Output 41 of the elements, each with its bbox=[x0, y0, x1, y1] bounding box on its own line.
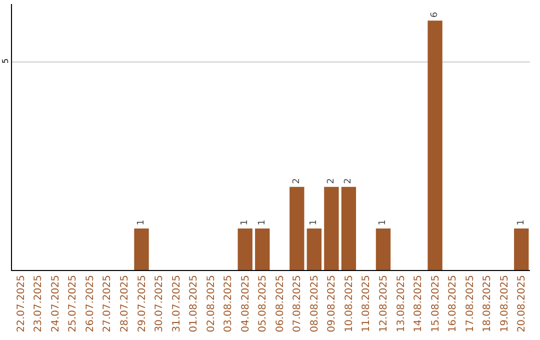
x-tick-label: 04.08.2025 bbox=[240, 275, 252, 332]
x-tick-label: 02.08.2025 bbox=[206, 275, 217, 332]
x-tick-label: 01.08.2025 bbox=[188, 275, 200, 332]
x-tick-label: 27.07.2025 bbox=[102, 275, 114, 332]
x-tick-label: 14.08.2025 bbox=[413, 275, 424, 332]
x-tick-label: 23.07.2025 bbox=[33, 275, 44, 332]
x-tick-label: 08.08.2025 bbox=[309, 275, 320, 332]
x-tick-label: 12.08.2025 bbox=[378, 275, 390, 332]
x-tick-label: 19.08.2025 bbox=[499, 275, 510, 332]
x-tick-label: 15.08.2025 bbox=[430, 275, 442, 332]
data-label: 2 bbox=[344, 178, 354, 184]
x-tick-label: 18.08.2025 bbox=[482, 275, 494, 332]
data-label: 1 bbox=[257, 220, 268, 226]
x-tick-label: 17.08.2025 bbox=[464, 275, 476, 332]
x-tick-label: 29.07.2025 bbox=[136, 275, 148, 332]
x-tick-label: 10.08.2025 bbox=[344, 275, 355, 332]
data-label: 1 bbox=[516, 220, 526, 226]
data-label: 6 bbox=[430, 12, 440, 18]
x-tick-label: 03.08.2025 bbox=[223, 275, 234, 332]
x-tick-label: 30.07.2025 bbox=[154, 275, 166, 332]
x-tick-label: 09.08.2025 bbox=[326, 275, 338, 332]
x-tick-label: 20.08.2025 bbox=[516, 275, 528, 332]
x-tick-label: 13.08.2025 bbox=[396, 275, 407, 332]
data-label: 1 bbox=[136, 220, 146, 226]
x-tick-label: 31.07.2025 bbox=[171, 275, 182, 332]
x-tick-label: 06.08.2025 bbox=[274, 275, 286, 332]
x-tick-label: 11.08.2025 bbox=[361, 275, 372, 332]
data-label: 2 bbox=[326, 178, 336, 184]
x-tick-label: 05.08.2025 bbox=[258, 275, 269, 332]
data-label: 1 bbox=[240, 220, 250, 226]
x-tick-label: 26.07.2025 bbox=[84, 275, 96, 332]
data-label: 1 bbox=[378, 220, 388, 226]
data-label: 2 bbox=[292, 178, 302, 184]
x-tick-label: 25.07.2025 bbox=[68, 275, 79, 332]
x-tick-label: 16.08.2025 bbox=[448, 275, 459, 332]
x-tick-label: 24.07.2025 bbox=[50, 275, 62, 332]
x-tick-label: 22.07.2025 bbox=[16, 275, 27, 332]
x-tick-label: 07.08.2025 bbox=[292, 275, 304, 332]
data-label: 1 bbox=[309, 220, 320, 226]
y-tick-label: 5 bbox=[0, 58, 10, 64]
x-tick-label: 28.07.2025 bbox=[119, 275, 130, 332]
